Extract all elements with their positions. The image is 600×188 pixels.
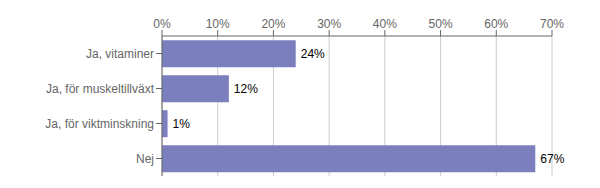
svg-text:24%: 24% xyxy=(301,47,325,61)
svg-text:70%: 70% xyxy=(540,17,564,31)
svg-text:0%: 0% xyxy=(153,17,171,31)
svg-text:1%: 1% xyxy=(173,117,191,131)
svg-text:50%: 50% xyxy=(429,17,453,31)
svg-text:Ja, för muskeltillväxt: Ja, för muskeltillväxt xyxy=(46,82,155,96)
svg-text:10%: 10% xyxy=(206,17,230,31)
svg-text:Ja, vitaminer: Ja, vitaminer xyxy=(86,47,154,61)
svg-text:67%: 67% xyxy=(540,152,564,166)
svg-text:Nej: Nej xyxy=(136,152,154,166)
svg-text:Ja, för viktminskning: Ja, för viktminskning xyxy=(45,117,154,131)
svg-text:12%: 12% xyxy=(234,82,258,96)
svg-text:30%: 30% xyxy=(317,17,341,31)
svg-text:60%: 60% xyxy=(484,17,508,31)
svg-text:20%: 20% xyxy=(261,17,285,31)
svg-text:40%: 40% xyxy=(373,17,397,31)
